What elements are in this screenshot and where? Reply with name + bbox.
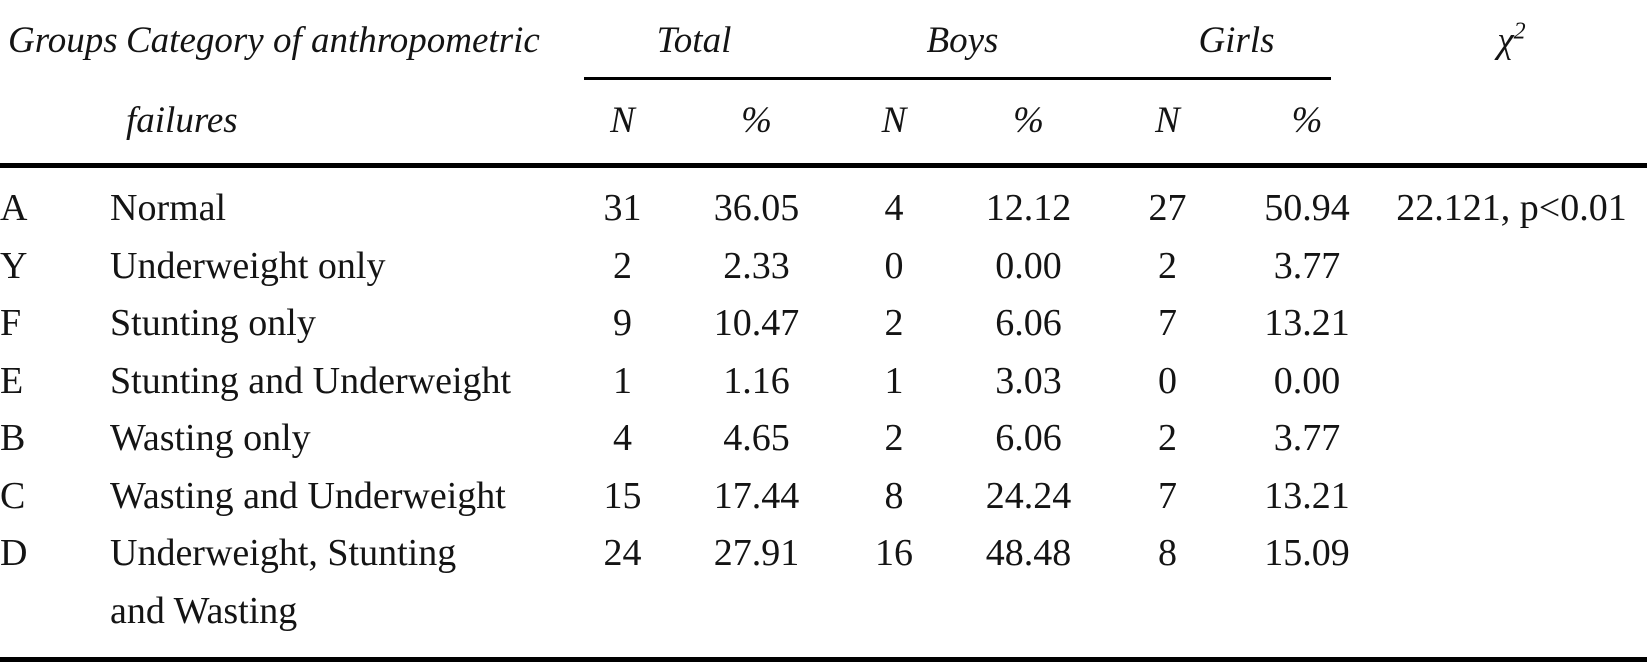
girls-pct-cell: 3.77 <box>1273 244 1341 287</box>
column-header-girls-n: N <box>1155 100 1180 141</box>
chi-square-cell <box>1376 238 1647 296</box>
total-pct-cell: 2.33 <box>723 244 790 287</box>
total-n-cell: 2 <box>613 244 632 287</box>
chi-square-cell: 22.121, p<0.01 <box>1396 187 1627 229</box>
group-cell: E <box>0 359 24 402</box>
total-n-cell: 4 <box>613 417 632 459</box>
column-header-total: Total <box>656 20 732 61</box>
category-cell: Wasting only <box>110 417 311 459</box>
group-cell: C <box>0 474 26 517</box>
category-cell: Stunting and Underweight <box>110 359 512 402</box>
girls-n-cell: 27 <box>1148 187 1187 229</box>
category-line-1: Underweight, Stunting <box>110 532 457 574</box>
total-n-cell: 15 <box>603 474 642 517</box>
girls-n-cell: 7 <box>1158 474 1177 517</box>
chi-square-cell <box>1376 410 1647 468</box>
boys-pct-cell: 3.03 <box>995 359 1062 402</box>
chi-square-cell <box>1376 295 1647 353</box>
girls-n-cell: 2 <box>1158 417 1177 459</box>
chi-symbol: χ <box>1497 20 1514 61</box>
column-header-girls-pct: % <box>1291 100 1323 141</box>
total-n-cell: 31 <box>603 187 642 229</box>
total-n-cell: 9 <box>613 302 632 344</box>
category-cell: Normal <box>110 187 227 229</box>
total-pct-cell: 17.44 <box>713 474 800 517</box>
boys-n-cell: 4 <box>884 187 904 229</box>
data-table: A Normal 31 36.05 4 12.12 27 50.94 22.12… <box>0 180 1647 640</box>
column-spanner-rule <box>584 77 1331 80</box>
column-header-chi-square: χ2 <box>1376 16 1647 66</box>
table-bottom-rule <box>0 657 1647 662</box>
table-row: B Wasting only 4 4.65 2 6.06 2 3.77 <box>0 410 1647 468</box>
table-row: D Underweight, Stunting and Wasting 24 2… <box>0 525 1647 640</box>
total-pct-cell: 10.47 <box>713 302 800 344</box>
group-cell: F <box>0 302 22 344</box>
girls-pct-cell: 3.77 <box>1273 417 1341 459</box>
girls-n-cell: 0 <box>1158 359 1177 402</box>
total-pct-cell: 27.91 <box>713 532 800 574</box>
column-header-boys: Boys <box>926 20 999 61</box>
chi-square-cell <box>1376 468 1647 526</box>
girls-n-cell: 8 <box>1158 532 1177 574</box>
girls-pct-cell: 13.21 <box>1264 302 1350 344</box>
boys-n-cell: 0 <box>884 244 904 287</box>
boys-pct-cell: 12.12 <box>985 187 1072 229</box>
girls-pct-cell: 0.00 <box>1273 359 1341 402</box>
column-header-total-n: N <box>610 100 635 141</box>
column-header-category-line1: Category of anthropometric <box>126 20 540 61</box>
boys-n-cell: 2 <box>884 302 904 344</box>
girls-n-cell: 2 <box>1158 244 1177 287</box>
column-header-boys-n: N <box>881 100 907 141</box>
boys-n-cell: 2 <box>884 417 904 459</box>
total-pct-cell: 36.05 <box>713 187 800 229</box>
column-header-boys-pct: % <box>1013 100 1044 141</box>
total-n-cell: 24 <box>603 532 642 574</box>
category-cell: Wasting and Underweight <box>110 474 506 517</box>
girls-pct-cell: 13.21 <box>1264 474 1350 517</box>
girls-pct-cell: 15.09 <box>1264 532 1350 574</box>
chi-square-cell <box>1376 353 1647 411</box>
boys-pct-cell: 48.48 <box>985 532 1072 574</box>
column-header-category-line2: failures <box>126 100 238 141</box>
category-cell: Underweight, Stunting and Wasting <box>110 525 560 640</box>
boys-n-cell: 8 <box>884 474 904 517</box>
category-cell: Stunting only <box>110 302 316 344</box>
girls-n-cell: 7 <box>1158 302 1177 344</box>
total-n-cell: 1 <box>613 359 632 402</box>
header-separator-rule <box>0 163 1647 168</box>
boys-pct-cell: 6.06 <box>995 302 1062 344</box>
group-cell: B <box>0 417 26 459</box>
group-cell: D <box>0 532 28 574</box>
group-cell: Y <box>0 244 28 287</box>
boys-pct-cell: 6.06 <box>995 417 1062 459</box>
table-row: A Normal 31 36.05 4 12.12 27 50.94 22.12… <box>0 180 1647 238</box>
boys-pct-cell: 24.24 <box>985 474 1072 517</box>
table-row: Y Underweight only 2 2.33 0 0.00 2 3.77 <box>0 238 1647 296</box>
girls-pct-cell: 50.94 <box>1264 187 1350 229</box>
group-cell: A <box>0 187 28 229</box>
category-cell: Underweight only <box>110 244 386 287</box>
total-pct-cell: 1.16 <box>723 359 790 402</box>
column-header-total-pct: % <box>741 100 772 141</box>
chi-superscript: 2 <box>1513 18 1526 45</box>
column-header-groups: Groups <box>8 20 118 61</box>
category-line-2: and Wasting <box>110 589 298 632</box>
table-row: C Wasting and Underweight 15 17.44 8 24.… <box>0 468 1647 526</box>
boys-pct-cell: 0.00 <box>995 244 1062 287</box>
total-pct-cell: 4.65 <box>723 417 790 459</box>
column-header-girls: Girls <box>1198 20 1275 61</box>
boys-n-cell: 1 <box>884 359 904 402</box>
table-row: E Stunting and Underweight 1 1.16 1 3.03… <box>0 353 1647 411</box>
table-row: F Stunting only 9 10.47 2 6.06 7 13.21 <box>0 295 1647 353</box>
chi-square-cell <box>1376 525 1647 640</box>
boys-n-cell: 16 <box>875 532 913 574</box>
